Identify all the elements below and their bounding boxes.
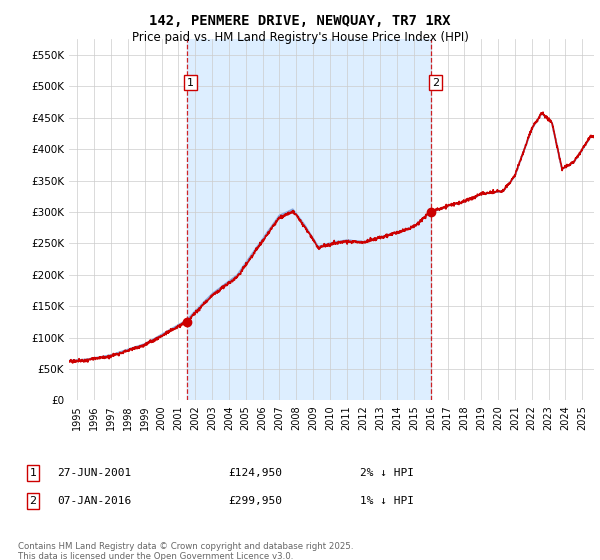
- Text: 2% ↓ HPI: 2% ↓ HPI: [360, 468, 414, 478]
- Text: £124,950: £124,950: [228, 468, 282, 478]
- Text: 1: 1: [29, 468, 37, 478]
- Text: 27-JUN-2001: 27-JUN-2001: [57, 468, 131, 478]
- Text: 2: 2: [432, 77, 439, 87]
- Text: 2: 2: [29, 496, 37, 506]
- Text: 1: 1: [187, 77, 194, 87]
- Text: 07-JAN-2016: 07-JAN-2016: [57, 496, 131, 506]
- Text: £299,950: £299,950: [228, 496, 282, 506]
- Text: 1% ↓ HPI: 1% ↓ HPI: [360, 496, 414, 506]
- Text: Contains HM Land Registry data © Crown copyright and database right 2025.
This d: Contains HM Land Registry data © Crown c…: [18, 542, 353, 560]
- Text: 142, PENMERE DRIVE, NEWQUAY, TR7 1RX: 142, PENMERE DRIVE, NEWQUAY, TR7 1RX: [149, 14, 451, 28]
- Bar: [187, 39, 431, 400]
- Text: Price paid vs. HM Land Registry's House Price Index (HPI): Price paid vs. HM Land Registry's House …: [131, 31, 469, 44]
